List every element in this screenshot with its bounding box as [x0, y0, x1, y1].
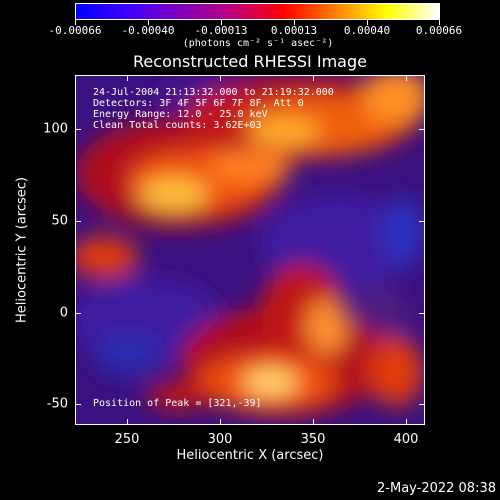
x-tick-label: 400	[393, 432, 419, 447]
x-tick	[220, 419, 221, 425]
info-energy-range: Energy Range: 12.0 - 25.0 keV	[93, 109, 268, 120]
y-tick	[75, 129, 81, 130]
y-tick	[75, 404, 81, 405]
y-tick	[75, 221, 81, 222]
y-tick	[419, 221, 425, 222]
colorbar	[75, 3, 440, 20]
rhessi-image	[75, 75, 425, 425]
colorbar-tick	[75, 20, 76, 25]
colorbar-label: 0.00066	[415, 24, 463, 37]
colorbar-label: 0.00040	[343, 24, 391, 37]
info-peak-position: Position of Peak = [321,-39]	[93, 398, 262, 409]
colorbar-label: 0.00013	[270, 24, 318, 37]
colorbar-label: -0.00040	[121, 24, 175, 37]
x-tick	[406, 75, 407, 81]
y-tick	[75, 313, 81, 314]
intensity-map	[76, 76, 424, 424]
colorbar-tick	[294, 20, 295, 25]
x-axis-label: Heliocentric X (arcsec)	[176, 448, 324, 463]
info-clean-counts: Clean Total counts: 3.62E+03	[93, 120, 262, 131]
colorbar-label: -0.00013	[194, 24, 248, 37]
y-tick-label: 0	[59, 305, 68, 321]
x-tick	[127, 75, 128, 81]
x-tick-label: 350	[300, 432, 326, 447]
colorbar-tick	[439, 20, 440, 25]
info-time-range: 24-Jul-2004 21:13:32.000 to 21:19:32.000	[93, 87, 334, 98]
colorbar-label: -0.00066	[48, 24, 102, 37]
info-detectors: Detectors: 3F 4F 5F 6F 7F 8F, Att 0	[93, 98, 304, 109]
colorbar-tick	[221, 20, 222, 25]
y-tick	[419, 129, 425, 130]
colorbar-unit: (photons cm⁻² s⁻¹ asec⁻²)	[182, 38, 334, 49]
plot-datestamp: 2-May-2022 08:38	[377, 481, 496, 496]
x-tick	[220, 75, 221, 81]
image-title: Reconstructed RHESSI Image	[133, 52, 367, 71]
x-tick	[406, 419, 407, 425]
x-tick	[127, 419, 128, 425]
y-tick	[419, 404, 425, 405]
colorbar-tick	[367, 20, 368, 25]
colorbar-tick	[148, 20, 149, 25]
x-tick	[313, 419, 314, 425]
y-axis-label: Heliocentric Y (arcsec)	[14, 177, 30, 323]
x-tick	[313, 75, 314, 81]
x-tick-label: 300	[207, 432, 233, 447]
x-tick-label: 250	[114, 432, 140, 447]
y-tick-label: -50	[46, 396, 68, 412]
y-tick-label: 100	[43, 121, 68, 137]
y-tick-label: 50	[51, 213, 68, 229]
y-tick	[419, 313, 425, 314]
